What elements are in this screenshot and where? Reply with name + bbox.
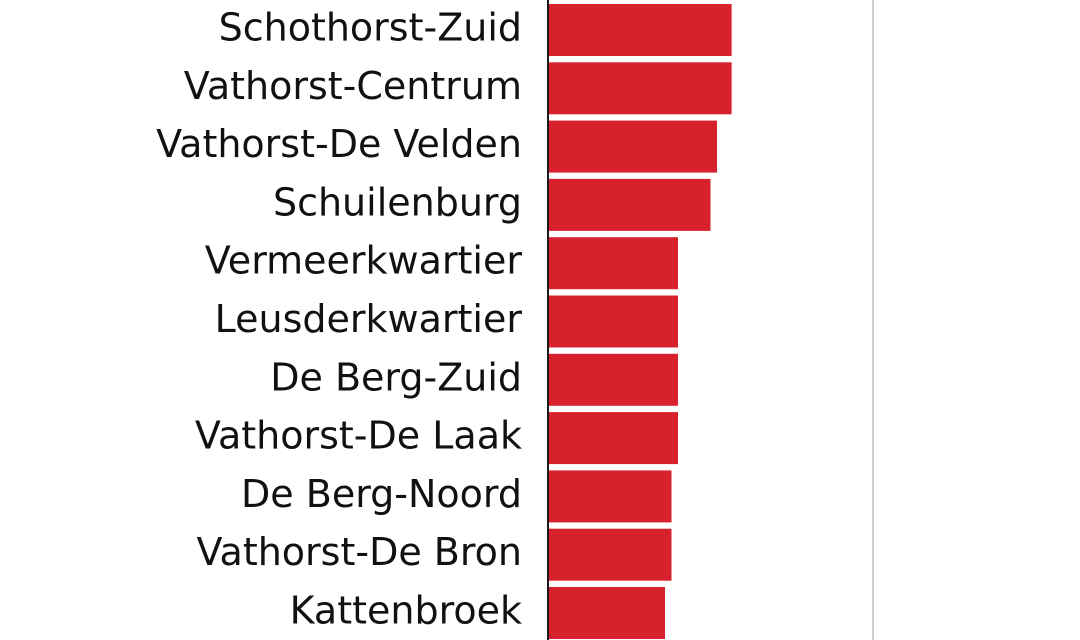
category-label-7: Vathorst-De Laak: [195, 414, 522, 458]
bar-0: [548, 4, 732, 56]
category-label-8: De Berg-Noord: [241, 472, 522, 516]
category-label-1: Vathorst-Centrum: [184, 64, 522, 108]
category-label-5: Leusderkwartier: [215, 297, 523, 341]
category-label-4: Vermeerkwartier: [205, 239, 523, 283]
category-label-2: Vathorst-De Velden: [156, 122, 522, 166]
bar-9: [548, 528, 672, 581]
category-label-10: Kattenbroek: [290, 589, 522, 633]
bar-2: [548, 120, 717, 173]
category-label-9: Vathorst-De Bron: [196, 530, 522, 574]
category-label-0: Schothorst-Zuid: [219, 6, 522, 50]
bar-4: [548, 237, 678, 290]
bar-6: [548, 353, 678, 406]
category-label-6: De Berg-Zuid: [270, 355, 522, 399]
bar-3: [548, 178, 711, 231]
bar-7: [548, 412, 678, 465]
bar-5: [548, 295, 678, 348]
bar-1: [548, 62, 732, 115]
bar-10: [548, 587, 665, 639]
category-labels: Schothorst-Zuid Vathorst-Centrum Vathorst-…: [156, 6, 522, 633]
bars: [548, 4, 732, 639]
category-label-3: Schuilenburg: [273, 180, 522, 224]
bar-8: [548, 470, 672, 523]
